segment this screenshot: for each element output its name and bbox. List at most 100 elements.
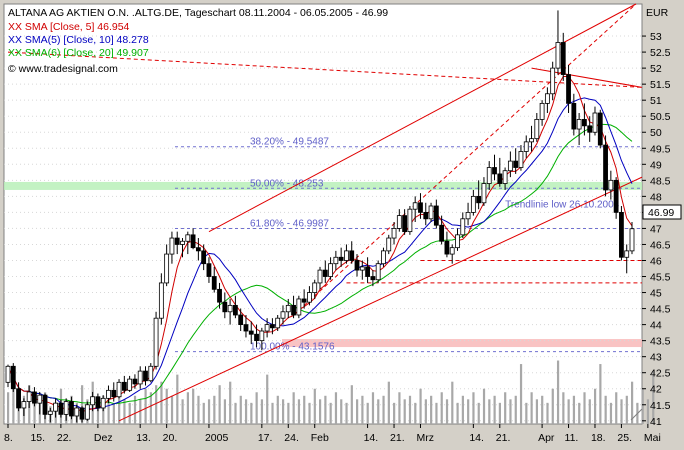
- candle-body: [476, 195, 482, 204]
- candle-body: [344, 250, 349, 261]
- volume-bar: [398, 392, 401, 424]
- candle-body: [502, 170, 508, 184]
- candle-body: [195, 247, 201, 252]
- trendline-low: [118, 176, 643, 422]
- volume-bar: [530, 392, 533, 424]
- volume-bar: [472, 392, 475, 424]
- trendline-top: [531, 67, 643, 88]
- trendline-dashed-fan: [293, 3, 637, 316]
- candle-body: [444, 240, 450, 255]
- candle-body: [243, 324, 249, 332]
- candle-body: [566, 74, 571, 104]
- volume-bar: [297, 399, 301, 424]
- x-tick-label: Mrz: [416, 432, 434, 444]
- y-tick-label: 45: [650, 288, 662, 300]
- candle-body: [529, 138, 534, 143]
- volume-bar: [176, 374, 179, 424]
- y-tick-label: 50: [650, 127, 662, 139]
- y-tick-label: 43: [650, 352, 662, 364]
- volume-bar: [350, 385, 353, 424]
- trendline-annotation: Trendlinie low 26.10.2004: [505, 200, 620, 211]
- candle-body: [16, 388, 21, 409]
- candle-body: [301, 298, 307, 303]
- volume-bar: [33, 399, 36, 424]
- candle-body: [21, 401, 27, 409]
- candle-body: [560, 42, 566, 75]
- volume-bar: [477, 402, 480, 424]
- x-tick-label: 11.: [565, 432, 579, 444]
- y-tick-label: 44.5: [650, 304, 671, 316]
- volume-bar: [181, 399, 184, 424]
- volume-bar: [551, 388, 554, 424]
- candle-body: [534, 119, 540, 140]
- candle-body: [148, 365, 154, 382]
- candle-body: [285, 304, 291, 313]
- x-tick-label: 18.: [591, 432, 606, 444]
- candle-body: [217, 288, 222, 303]
- candle-body: [190, 234, 196, 249]
- candle-body: [106, 389, 111, 399]
- trendline-channel-upper: [208, 3, 637, 233]
- candle-body: [270, 324, 275, 329]
- candle-body: [211, 276, 217, 290]
- candle-body: [74, 407, 80, 417]
- x-tick-label: 14.: [364, 432, 379, 444]
- volume-bar: [112, 402, 115, 424]
- candle-body: [492, 167, 497, 175]
- candle-body: [544, 93, 550, 104]
- y-tick-label: 53: [650, 31, 662, 43]
- volume-bar: [593, 388, 597, 424]
- y-tick-label: 51: [650, 95, 662, 107]
- volume-bar: [403, 399, 406, 424]
- candle-body: [460, 218, 466, 236]
- candle-body: [412, 202, 418, 210]
- legend-sma-20: XX SMA(6) [Close, 20] 49.907: [8, 47, 149, 59]
- volume-bar: [430, 395, 433, 424]
- chart-title: ALTANA AG AKTIEN O.N. .ALTG.DE, Tagescha…: [8, 7, 388, 19]
- y-tick-label: 47: [650, 223, 662, 235]
- candle-body: [116, 381, 122, 398]
- candle-body: [143, 370, 148, 382]
- candle-body: [100, 397, 106, 409]
- y-tick-label: 41: [650, 416, 662, 428]
- volume-bar: [371, 392, 375, 424]
- candle-body: [439, 224, 445, 242]
- volume-bar: [445, 399, 449, 424]
- candle-body: [624, 250, 630, 258]
- candle-body: [592, 112, 598, 133]
- volume-bar: [266, 374, 269, 424]
- legend-sma-5: XX SMA [Close, 5] 46.954: [8, 21, 130, 33]
- volume-bar: [356, 399, 359, 424]
- candle-body: [127, 378, 133, 391]
- volume-bar: [562, 392, 565, 424]
- volume-bar: [361, 395, 364, 424]
- candle-body: [53, 402, 58, 412]
- volume-bar: [366, 402, 369, 424]
- candle-body: [349, 250, 355, 261]
- candle-body: [513, 160, 519, 168]
- candlesticks: [5, 10, 635, 423]
- resize-grip-icon[interactable]: [630, 408, 643, 421]
- volume-bar: [461, 395, 464, 424]
- trendline-dashed-resistance: [7, 51, 643, 88]
- candle-body: [137, 370, 143, 385]
- x-tick-label: 20.: [163, 432, 178, 444]
- volume-bar: [192, 388, 195, 424]
- x-tick-label: Apr: [538, 432, 555, 444]
- candle-body: [486, 167, 492, 184]
- candle-body: [201, 250, 207, 265]
- candle-body: [576, 119, 582, 130]
- candle-body: [418, 202, 423, 213]
- candle-body: [465, 211, 471, 220]
- volume-bar: [519, 364, 523, 424]
- volume-bar: [482, 388, 486, 424]
- x-tick-label: 15.: [30, 432, 45, 444]
- candle-body: [95, 396, 101, 409]
- candle-body: [608, 179, 614, 191]
- volume-bar: [96, 402, 100, 424]
- x-tick-label: Dez: [94, 432, 113, 444]
- candle-body: [275, 317, 281, 329]
- candle-body: [497, 173, 503, 184]
